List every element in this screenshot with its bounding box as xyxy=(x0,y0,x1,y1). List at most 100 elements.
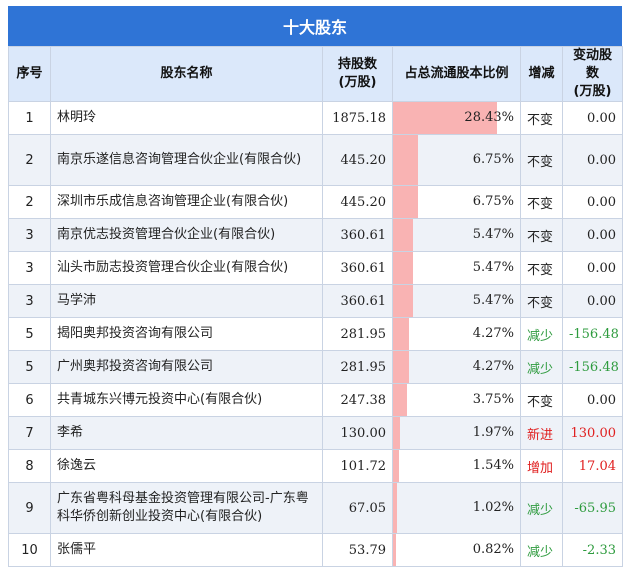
cell-shareholder-name: 揭阳奥邦投资咨询有限公司 xyxy=(50,317,323,351)
cell-change: 不变 xyxy=(520,134,563,186)
cell-shareholder-name: 李希 xyxy=(50,416,323,450)
cell-ratio: 4.27% xyxy=(392,350,521,384)
cell-rank: 2 xyxy=(8,134,51,186)
ratio-value: 6.75% xyxy=(472,194,514,209)
top-shareholders-panel: 十大股东 序号 股东名称 持股数 (万股) 占总流通股本比例 增减 变动股数 (万股… xyxy=(8,6,623,567)
ratio-value: 0.82% xyxy=(472,542,514,557)
table-row: 10 张儒平 53.79 0.82% 减少 -2.33 xyxy=(8,533,623,567)
cell-delta: 0.00 xyxy=(562,284,623,318)
cell-shareholder-name: 马学沛 xyxy=(50,284,323,318)
cell-ratio: 1.54% xyxy=(392,449,521,483)
cell-delta: 0.00 xyxy=(562,251,623,285)
cell-rank: 8 xyxy=(8,449,51,483)
ratio-bar xyxy=(393,285,413,317)
cell-shares: 247.38 xyxy=(322,383,393,417)
cell-shares: 360.61 xyxy=(322,218,393,252)
cell-rank: 1 xyxy=(8,101,51,135)
col-header-change: 增减 xyxy=(520,46,563,102)
col-header-rank: 序号 xyxy=(8,46,51,102)
table-row: 3 马学沛 360.61 5.47% 不变 0.00 xyxy=(8,284,623,318)
ratio-bar xyxy=(393,450,399,482)
cell-delta: 17.04 xyxy=(562,449,623,483)
cell-change: 不变 xyxy=(520,218,563,252)
col-header-name: 股东名称 xyxy=(50,46,323,102)
cell-delta: 0.00 xyxy=(562,134,623,186)
cell-ratio: 3.75% xyxy=(392,383,521,417)
cell-shares: 67.05 xyxy=(322,482,393,534)
ratio-value: 4.27% xyxy=(472,326,514,341)
ratio-bar xyxy=(393,384,407,416)
ratio-value: 1.54% xyxy=(472,458,514,473)
cell-shareholder-name: 南京乐遂信息咨询管理合伙企业(有限合伙) xyxy=(50,134,323,186)
cell-rank: 7 xyxy=(8,416,51,450)
col-header-ratio: 占总流通股本比例 xyxy=(392,46,521,102)
cell-shareholder-name: 共青城东兴博元投资中心(有限合伙) xyxy=(50,383,323,417)
cell-shareholder-name: 广东省粤科母基金投资管理有限公司-广东粤科华侨创新创业投资中心(有限合伙) xyxy=(50,482,323,534)
cell-ratio: 1.97% xyxy=(392,416,521,450)
table-row: 5 广州奥邦投资咨询有限公司 281.95 4.27% 减少 -156.48 xyxy=(8,350,623,384)
cell-delta: 0.00 xyxy=(562,218,623,252)
ratio-bar xyxy=(393,186,418,218)
cell-ratio: 28.43% xyxy=(392,101,521,135)
cell-change: 减少 xyxy=(520,317,563,351)
cell-change: 减少 xyxy=(520,533,563,567)
ratio-bar xyxy=(393,318,409,350)
cell-delta: 0.00 xyxy=(562,185,623,219)
cell-rank: 3 xyxy=(8,218,51,252)
col-header-delta: 变动股数 (万股) xyxy=(562,46,623,102)
cell-shares: 101.72 xyxy=(322,449,393,483)
cell-shareholder-name: 张儒平 xyxy=(50,533,323,567)
cell-rank: 2 xyxy=(8,185,51,219)
cell-rank: 3 xyxy=(8,284,51,318)
ratio-bar xyxy=(393,219,413,251)
table-row: 8 徐逸云 101.72 1.54% 增加 17.04 xyxy=(8,449,623,483)
cell-change: 减少 xyxy=(520,482,563,534)
cell-rank: 9 xyxy=(8,482,51,534)
table-row: 3 汕头市励志投资管理合伙企业(有限合伙) 360.61 5.47% 不变 0.00 xyxy=(8,251,623,285)
col-header-shares-line1: 持股数 xyxy=(337,57,377,72)
col-header-delta-line1: 变动股数 xyxy=(572,48,612,81)
cell-shareholder-name: 汕头市励志投资管理合伙企业(有限合伙) xyxy=(50,251,323,285)
cell-change: 不变 xyxy=(520,284,563,318)
table-row: 7 李希 130.00 1.97% 新进 130.00 xyxy=(8,416,623,450)
cell-rank: 6 xyxy=(8,383,51,417)
cell-rank: 3 xyxy=(8,251,51,285)
ratio-bar xyxy=(393,483,397,533)
cell-change: 减少 xyxy=(520,350,563,384)
ratio-bar xyxy=(393,417,401,449)
ratio-bar xyxy=(393,351,409,383)
ratio-value: 5.47% xyxy=(472,293,514,308)
ratio-value: 1.97% xyxy=(472,425,514,440)
ratio-value: 28.43% xyxy=(464,110,514,125)
col-header-shares-line2: (万股) xyxy=(338,75,377,90)
ratio-bar xyxy=(393,252,413,284)
table-row: 2 深圳市乐成信息咨询管理企业(有限合伙) 445.20 6.75% 不变 0.00 xyxy=(8,185,623,219)
cell-ratio: 6.75% xyxy=(392,134,521,186)
table-row: 3 南京优志投资管理合伙企业(有限合伙) 360.61 5.47% 不变 0.00 xyxy=(8,218,623,252)
cell-delta: -2.33 xyxy=(562,533,623,567)
cell-delta: 0.00 xyxy=(562,383,623,417)
shareholders-table: 序号 股东名称 持股数 (万股) 占总流通股本比例 增减 变动股数 (万股) 1 林明… xyxy=(8,46,623,567)
ratio-value: 5.47% xyxy=(472,260,514,275)
cell-change: 不变 xyxy=(520,251,563,285)
cell-shares: 281.95 xyxy=(322,350,393,384)
cell-ratio: 1.02% xyxy=(392,482,521,534)
cell-change: 不变 xyxy=(520,383,563,417)
cell-shareholder-name: 南京优志投资管理合伙企业(有限合伙) xyxy=(50,218,323,252)
ratio-value: 3.75% xyxy=(472,392,514,407)
cell-rank: 10 xyxy=(8,533,51,567)
cell-shares: 445.20 xyxy=(322,134,393,186)
cell-delta: 0.00 xyxy=(562,101,623,135)
cell-shares: 281.95 xyxy=(322,317,393,351)
cell-change: 新进 xyxy=(520,416,563,450)
col-header-shares: 持股数 (万股) xyxy=(322,46,393,102)
cell-shares: 130.00 xyxy=(322,416,393,450)
cell-change: 不变 xyxy=(520,101,563,135)
table-row: 5 揭阳奥邦投资咨询有限公司 281.95 4.27% 减少 -156.48 xyxy=(8,317,623,351)
panel-title: 十大股东 xyxy=(8,6,622,46)
cell-ratio: 0.82% xyxy=(392,533,521,567)
table-header-row: 序号 股东名称 持股数 (万股) 占总流通股本比例 增减 变动股数 (万股) xyxy=(8,46,623,102)
cell-shares: 53.79 xyxy=(322,533,393,567)
ratio-bar xyxy=(393,102,497,134)
cell-shareholder-name: 徐逸云 xyxy=(50,449,323,483)
